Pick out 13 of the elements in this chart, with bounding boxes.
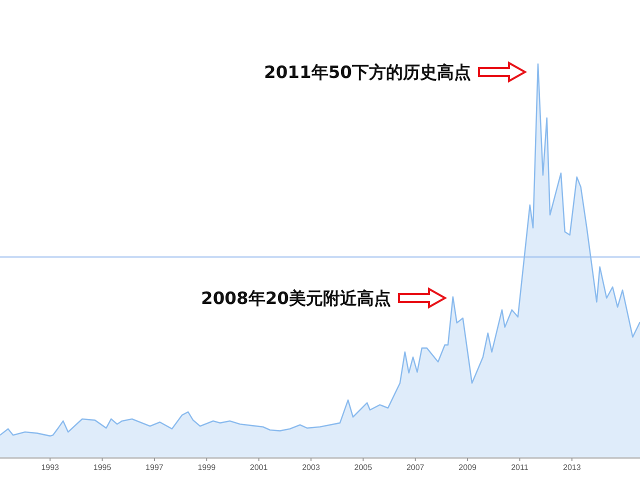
x-tick-label: 1997 (146, 463, 164, 472)
x-tick-label: 1999 (198, 463, 216, 472)
x-tick-label: 2007 (406, 463, 425, 472)
x-tick-label: 2001 (250, 463, 268, 472)
annotation: 2008年20美元附近高点 (201, 289, 391, 309)
x-tick-label: 2009 (458, 463, 477, 472)
x-tick-label: 1993 (41, 463, 60, 472)
x-tick-label: 2011 (511, 463, 529, 472)
x-tick-label: 2003 (302, 463, 320, 472)
x-tick-label: 1995 (93, 463, 112, 472)
annotation: 2011年50下方的历史高点 (264, 63, 471, 83)
x-tick-label: 2005 (354, 463, 373, 472)
x-tick-label: 2013 (563, 463, 582, 472)
